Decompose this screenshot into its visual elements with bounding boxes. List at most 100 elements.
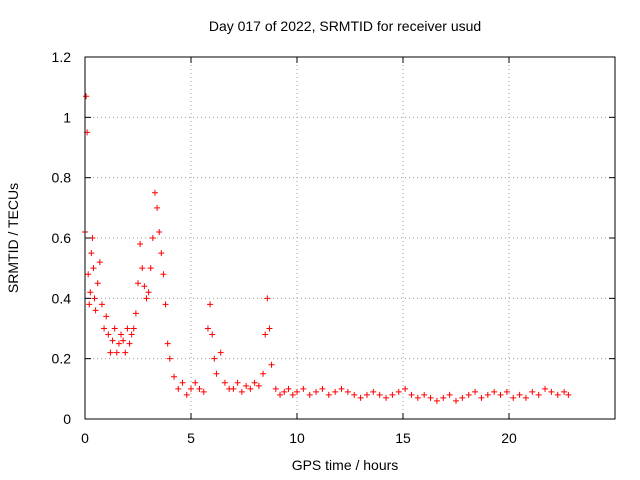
data-point [96,259,103,266]
data-point [472,388,479,395]
data-point [491,388,498,395]
data-point [363,391,370,398]
x-tick-label: 15 [395,430,411,446]
axis-ticks [84,56,615,420]
y-tick-labels: 0 0.2 0.4 0.6 0.8 1 1.2 [52,49,72,427]
data-point [395,388,402,395]
data-point [383,394,390,401]
data-point [427,394,434,401]
data-point [200,388,207,395]
data-point [92,307,99,314]
data-point [171,373,178,380]
data-point [158,250,165,257]
data-point [313,388,320,395]
data-point [90,265,97,272]
data-point [357,394,364,401]
data-point [175,385,182,392]
x-axis-label: GPS time / hours [292,457,399,473]
data-point [86,301,93,308]
y-axis-label: SRMTID / TECUs [5,183,21,293]
data-point [211,355,218,362]
data-point [124,325,131,332]
data-point [143,295,150,302]
y-tick-label: 1 [63,109,71,125]
data-point [147,265,154,272]
data-point [440,394,447,401]
data-point [103,313,110,320]
x-tick-label: 10 [289,430,305,446]
data-point [111,325,118,332]
data-point [162,301,169,308]
data-point [156,228,163,235]
data-point [332,388,339,395]
data-point [266,325,273,332]
data-point [260,370,267,377]
data-point [306,391,313,398]
data-point [529,388,536,395]
data-point [149,235,156,241]
data-point [128,331,135,338]
data-point [154,204,161,211]
data-point [164,340,171,347]
data-point [548,388,555,395]
x-tick-label: 20 [501,430,517,446]
x-tick-label: 5 [187,430,195,446]
data-point [107,349,114,356]
data-point [465,391,472,398]
data-point [192,379,199,386]
data-point [535,391,542,398]
data-point [139,265,146,272]
data-point [421,391,428,398]
data-point [188,385,194,392]
data-point [141,283,148,290]
data-point [247,385,254,392]
data-point [446,391,453,398]
data-point [137,241,144,248]
data-point [351,391,358,398]
data-point [179,379,186,386]
data-point [135,280,141,287]
data-point [554,391,561,398]
data-point [83,93,90,100]
data-point [130,325,137,332]
data-point [433,397,440,404]
data-point [85,271,92,278]
data-point [325,391,332,398]
x-tick-labels: 0 5 10 15 20 [81,430,517,446]
data-point [408,391,415,398]
data-point [542,385,549,392]
x-tick-label: 0 [81,430,89,446]
data-point [503,388,510,395]
data-point [238,388,245,395]
data-point [402,385,409,392]
y-tick-label: 0 [63,411,71,427]
data-point [132,310,139,317]
y-tick-label: 0.6 [52,230,72,246]
data-point [166,355,173,362]
data-points [82,93,572,404]
data-point [338,385,345,392]
data-point [234,379,241,386]
data-point [113,349,120,356]
grid-lines [85,57,615,419]
data-point [294,388,300,395]
y-tick-label: 0.4 [52,290,72,306]
data-point [118,331,125,338]
data-point [262,331,269,338]
data-point [277,391,284,398]
data-point [151,189,158,196]
data-point [264,295,271,302]
data-point [565,391,572,398]
data-point [209,331,216,338]
data-point [272,385,279,392]
data-point [122,349,129,356]
data-point [221,379,228,386]
data-point [516,391,523,398]
data-point [120,337,127,344]
data-point [453,397,459,404]
data-point [561,388,568,395]
data-point [281,388,288,395]
y-tick-label: 0.2 [52,351,72,367]
data-point [251,379,258,386]
